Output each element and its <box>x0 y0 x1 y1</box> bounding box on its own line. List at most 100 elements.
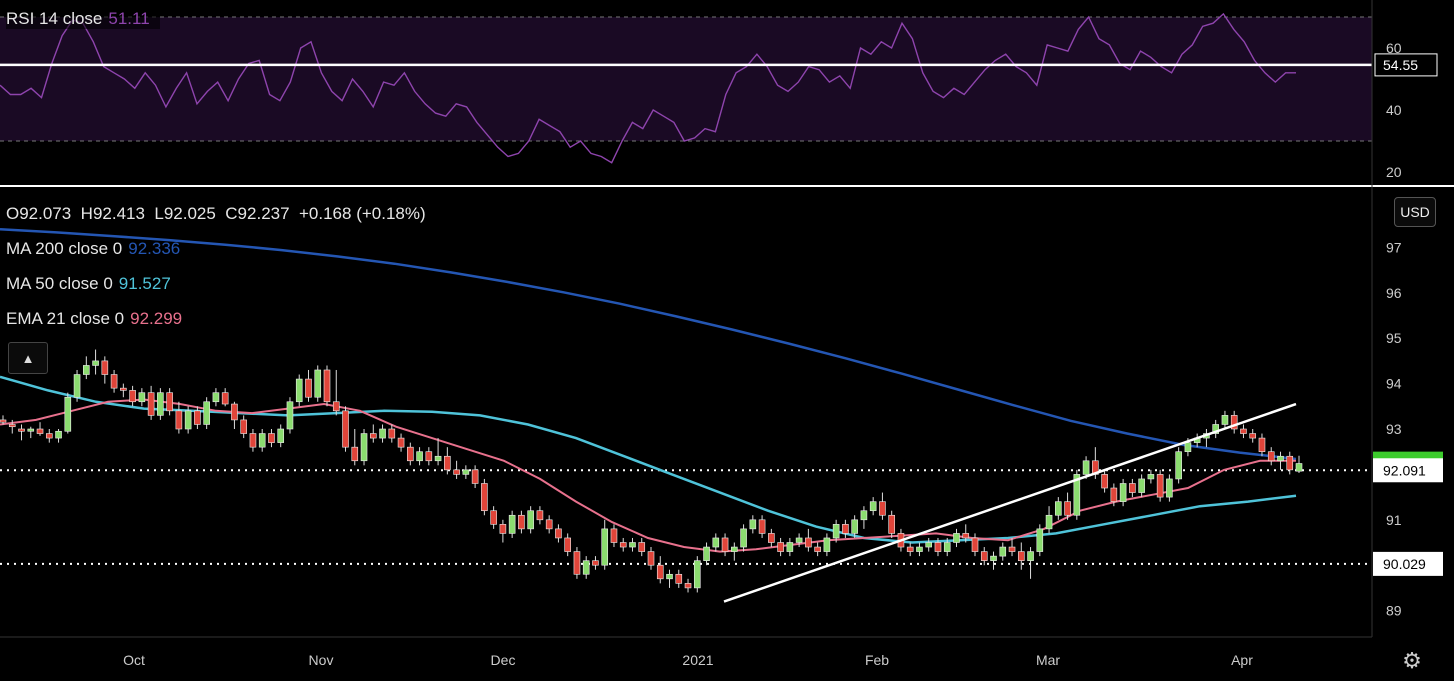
candle <box>73 369 81 402</box>
candle-body <box>453 469 460 475</box>
rsi-legend: RSI 14 close 51.11 <box>6 9 160 29</box>
candle-body <box>693 560 701 589</box>
candle <box>934 537 942 557</box>
candle <box>740 524 747 552</box>
candle <box>1230 410 1238 434</box>
candle-body <box>545 519 553 530</box>
candle-body <box>1082 460 1090 475</box>
candle <box>990 551 997 570</box>
candle-body <box>36 428 44 434</box>
candle <box>1212 419 1219 439</box>
candle-body <box>656 564 664 580</box>
candle <box>610 524 618 548</box>
ma200-line <box>0 227 1297 461</box>
collapse-legend-button[interactable]: ▲ <box>8 342 48 374</box>
candle-body <box>916 546 923 552</box>
candle-body <box>388 428 396 439</box>
candle-body <box>823 537 831 552</box>
candle <box>508 510 516 538</box>
candle <box>249 429 257 452</box>
candle <box>684 578 692 593</box>
candle-body <box>286 401 294 430</box>
candle <box>64 392 72 434</box>
candle <box>999 542 1007 561</box>
candle-body <box>490 510 497 525</box>
candle <box>147 385 155 420</box>
candle-body <box>1147 474 1155 480</box>
rsi-tick-label: 40 <box>1386 102 1402 118</box>
candle <box>879 492 886 520</box>
candle-body <box>444 455 451 471</box>
candle <box>92 349 99 375</box>
candle <box>805 528 812 552</box>
candle <box>916 542 923 557</box>
candle-body <box>1064 501 1071 516</box>
candle-body <box>1258 437 1266 452</box>
candle-body <box>1129 483 1136 493</box>
candle <box>101 356 109 384</box>
candle-body <box>1119 483 1127 502</box>
candle-body <box>314 369 322 398</box>
candle-body <box>203 401 210 425</box>
candle-body <box>508 514 516 534</box>
candle <box>157 388 164 420</box>
candle-body <box>1101 474 1108 489</box>
candle <box>582 556 590 579</box>
candle-body <box>481 483 488 512</box>
candle <box>703 542 710 566</box>
candle-body <box>740 528 747 548</box>
candle-body <box>666 573 673 580</box>
candle-body <box>55 430 62 439</box>
candle-body <box>777 542 784 552</box>
candle <box>1017 542 1025 570</box>
candle-body <box>619 542 627 548</box>
candle <box>1277 451 1284 470</box>
candle-body <box>1286 455 1294 471</box>
candle-body <box>27 428 35 432</box>
candle-body <box>786 542 794 552</box>
candle <box>1221 410 1229 429</box>
candle <box>592 556 599 570</box>
candle-body <box>120 387 127 391</box>
candle <box>221 388 229 407</box>
candle-body <box>73 374 81 398</box>
candle-body <box>934 542 942 552</box>
currency-label: USD <box>1400 204 1430 220</box>
candle <box>490 506 497 529</box>
ohlc-legend-text: O92.073 H92.413 L92.025 C92.237 +0.168 (… <box>6 204 426 223</box>
price-tick-label: 96 <box>1386 285 1402 301</box>
candle <box>629 537 636 552</box>
candle <box>0 415 7 425</box>
candle <box>1045 506 1053 534</box>
candle-body <box>592 560 599 566</box>
candle <box>369 424 377 443</box>
candle <box>231 401 238 429</box>
candle-body <box>962 533 970 539</box>
candle <box>906 542 914 557</box>
candle <box>1156 469 1164 502</box>
candle-body <box>768 533 775 543</box>
gear-icon[interactable]: ⚙ <box>1402 648 1422 673</box>
currency-badge[interactable]: USD <box>1394 197 1436 227</box>
candle <box>842 519 849 538</box>
candle-body <box>860 510 868 521</box>
candle-body <box>925 542 933 548</box>
candle-body <box>518 514 525 530</box>
rsi-level-label: 54.55 <box>1383 57 1418 73</box>
candle <box>1064 492 1071 520</box>
candle <box>832 519 840 543</box>
candle-body <box>407 446 414 462</box>
candle <box>175 401 183 434</box>
candle-body <box>92 360 99 366</box>
candle-body <box>869 501 877 512</box>
candle <box>1082 456 1090 479</box>
rsi-legend-value: 51.11 <box>108 9 150 28</box>
rsi-tick-label: 60 <box>1386 40 1402 56</box>
candle-body <box>258 433 266 448</box>
candle <box>434 438 442 466</box>
candle-body <box>351 446 359 462</box>
candle-body <box>212 392 220 403</box>
candle <box>194 406 201 429</box>
candle-body <box>499 524 507 534</box>
